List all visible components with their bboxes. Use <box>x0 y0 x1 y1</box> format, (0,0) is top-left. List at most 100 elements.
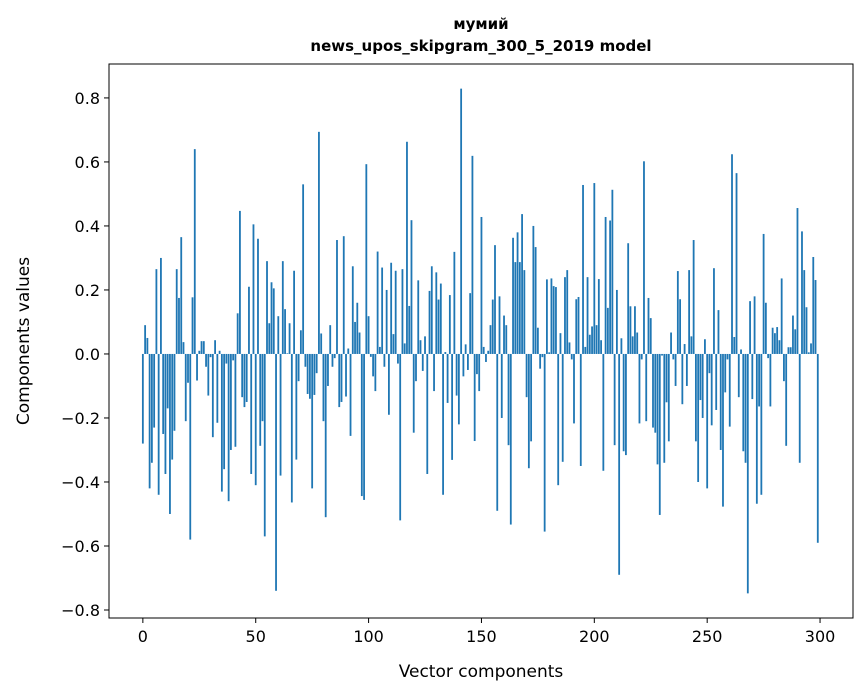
bar-component-203 <box>600 340 602 354</box>
bar-component-191 <box>573 353 575 424</box>
bar-component-155 <box>491 299 494 354</box>
bar-component-65 <box>288 323 291 354</box>
bar-component-83 <box>329 325 332 354</box>
bar-component-183 <box>555 287 557 354</box>
bar-component-276 <box>764 302 767 354</box>
bar-component-163 <box>509 353 512 525</box>
bar-component-294 <box>805 307 808 354</box>
bar-component-206 <box>606 307 609 354</box>
bar-component-253 <box>713 268 715 354</box>
bar-component-70 <box>299 330 302 354</box>
bar-component-282 <box>778 340 781 354</box>
bar-component-29 <box>207 353 210 396</box>
bar-component-133 <box>442 353 444 495</box>
bar-component-182 <box>552 286 555 354</box>
bar-component-109 <box>388 353 390 415</box>
bar-component-138 <box>453 251 456 354</box>
bar-component-101 <box>369 353 372 357</box>
bar-component-71 <box>302 184 305 354</box>
bar-component-77 <box>315 353 318 374</box>
bar-component-52 <box>259 353 262 446</box>
bar-component-280 <box>773 333 776 354</box>
bar-component-234 <box>670 332 672 354</box>
y-tick-label: −0.6 <box>61 537 100 556</box>
x-tick-label: 0 <box>138 627 148 646</box>
bar-component-115 <box>401 269 404 354</box>
bar-component-3 <box>148 353 151 489</box>
bar-component-226 <box>652 353 654 428</box>
bar-component-204 <box>602 353 605 471</box>
bar-component-172 <box>530 353 533 442</box>
bar-component-299 <box>816 353 819 543</box>
bar-component-268 <box>746 353 749 594</box>
bar-component-196 <box>584 346 587 354</box>
bar-component-223 <box>645 353 648 422</box>
bar-component-40 <box>232 353 235 361</box>
bar-component-147 <box>473 353 476 442</box>
bar-component-149 <box>478 353 481 392</box>
bar-component-84 <box>331 353 334 367</box>
bar-component-103 <box>374 353 377 392</box>
bar-component-281 <box>776 327 779 354</box>
bar-component-28 <box>205 353 207 367</box>
y-tick-label: −0.4 <box>61 473 100 492</box>
bar-component-126 <box>426 353 429 474</box>
bar-component-208 <box>611 189 614 354</box>
bar-component-58 <box>272 288 275 354</box>
bar-component-156 <box>494 245 496 354</box>
bar-component-57 <box>270 282 273 354</box>
bar-component-222 <box>643 161 645 354</box>
bar-component-150 <box>480 216 483 354</box>
bar-component-27 <box>202 341 205 354</box>
bar-component-233 <box>667 353 670 442</box>
bar-component-272 <box>755 353 758 504</box>
bar-component-22 <box>191 297 194 354</box>
bar-component-6 <box>155 269 158 354</box>
bar-component-160 <box>503 315 505 354</box>
bar-component-240 <box>683 344 686 354</box>
bar-component-232 <box>665 353 668 403</box>
bar-component-274 <box>760 353 763 495</box>
bar-component-279 <box>771 327 774 354</box>
bar-component-117 <box>406 141 408 354</box>
bar-component-116 <box>403 343 406 354</box>
bar-component-94 <box>354 321 356 354</box>
x-axis: 0 50 100 150 200 250 300 <box>138 618 836 646</box>
bar-component-295 <box>807 352 810 354</box>
bar-component-20 <box>187 353 189 383</box>
bar-component-158 <box>498 296 501 354</box>
bar-component-199 <box>591 326 593 354</box>
bar-component-0 <box>141 353 144 444</box>
bars-group <box>141 88 819 594</box>
bar-component-38 <box>227 353 230 502</box>
bar-component-179 <box>546 279 548 354</box>
bar-component-267 <box>744 353 747 463</box>
bar-component-131 <box>437 299 440 354</box>
bar-component-227 <box>654 353 657 433</box>
bar-component-217 <box>631 336 634 354</box>
x-tick-label: 50 <box>246 627 266 646</box>
bar-component-236 <box>674 353 677 386</box>
y-tick-label: −0.2 <box>61 409 100 428</box>
bar-component-264 <box>737 353 740 398</box>
bar-component-32 <box>214 340 216 354</box>
x-tick-label: 300 <box>805 627 836 646</box>
bar-component-238 <box>679 299 681 354</box>
bar-component-145 <box>469 293 472 354</box>
bar-component-246 <box>697 353 700 482</box>
bar-component-41 <box>234 353 237 447</box>
bar-component-168 <box>521 214 523 354</box>
bar-component-164 <box>512 237 514 354</box>
bar-component-48 <box>250 353 253 474</box>
bar-component-249 <box>704 339 706 354</box>
bar-component-165 <box>514 262 517 354</box>
bar-component-75 <box>311 353 314 489</box>
y-tick-label: 0.8 <box>75 89 100 108</box>
bar-component-111 <box>392 334 395 354</box>
bar-component-262 <box>733 336 736 354</box>
y-axis-label: Components values <box>14 257 34 425</box>
bar-component-171 <box>527 353 530 469</box>
bar-component-119 <box>410 220 413 354</box>
bar-component-174 <box>534 247 537 354</box>
